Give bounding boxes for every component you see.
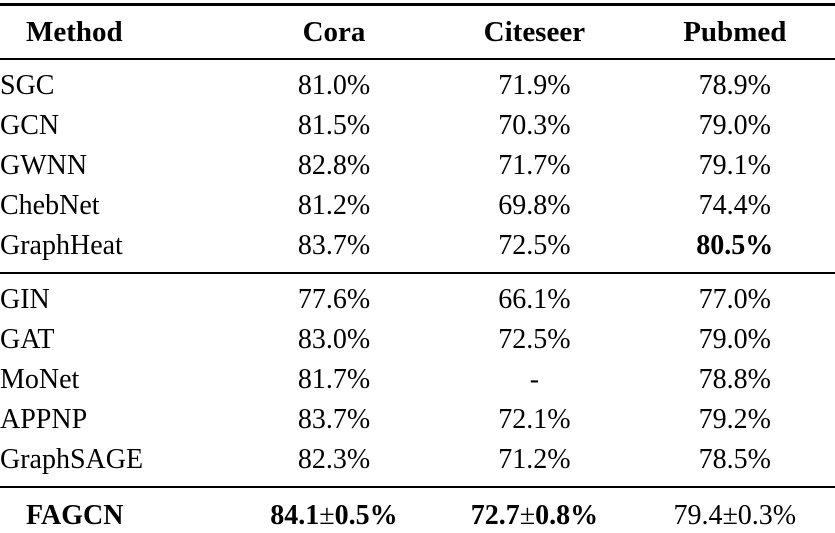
value-cell: 82.8% [297,150,371,181]
value-cell: 77.0% [698,284,771,315]
table-row: SGC 81.0% 71.9% 78.9% [0,59,835,105]
value-cell: 78.5% [698,444,771,475]
value-cell: 82.3% [297,444,371,475]
value-cell: 79.2% [698,404,771,435]
value-cell: 70.3% [498,110,571,141]
method-cell: FAGCN [26,500,124,531]
table-row: APPNP 83.7% 72.1% 79.2% [0,399,835,439]
value-cell: 80.5% [696,230,774,261]
value-cell: 81.5% [297,110,371,141]
value-cell: 83.7% [297,404,371,435]
value-cell: 71.2% [498,444,571,475]
header-row: Method Cora Citeseer Pubmed [0,5,835,59]
value-cell: 72.5% [498,230,571,261]
value-cell: 79.0% [698,324,771,355]
plus-minus-glyph: ± [319,500,335,531]
method-cell: APPNP [0,404,88,435]
value-cell: 69.8% [498,190,571,221]
value-cell: 79.4±0.3% [673,500,797,531]
method-cell: MoNet [0,364,80,395]
table-row: MoNet 81.7% - 78.8% [0,359,835,399]
value-cell: 81.0% [297,70,371,101]
table-row-fagcn: FAGCN 84.1±0.5% 72.7±0.8% 79.4±0.3% [0,487,835,533]
value-cell: 81.2% [297,190,371,221]
table-row: GraphHeat 83.7% 72.5% 80.5% [0,225,835,273]
table-row: GraphSAGE 82.3% 71.2% 78.5% [0,439,835,487]
method-cell: GCN [0,110,60,141]
table-row: GIN 77.6% 66.1% 77.0% [0,273,835,319]
value-cell: 78.8% [698,364,771,395]
value-cell: - [529,364,540,395]
value-cell: 71.7% [498,150,571,181]
value-cell: 66.1% [498,284,571,315]
value-cell: 79.1% [698,150,771,181]
method-cell: SGC [0,70,55,101]
method-cell: GraphHeat [0,230,123,261]
table-row: ChebNet 81.2% 69.8% 74.4% [0,185,835,225]
table-group: SGC 81.0% 71.9% 78.9% GCN 81.5% 70.3% 79.0% GWNN… [0,59,835,273]
value-cell: 81.7% [297,364,371,395]
value-cell: 77.6% [297,284,371,315]
method-cell: GAT [0,324,55,355]
table-row: GWNN 82.8% 71.7% 79.1% [0,145,835,185]
value-cell: 74.4% [698,190,771,221]
method-cell: ChebNet [0,190,100,221]
table-row: GCN 81.5% 70.3% 79.0% [0,105,835,145]
value-cell: 71.9% [498,70,571,101]
table-row: GAT 83.0% 72.5% 79.0% [0,319,835,359]
table-group: GIN 77.6% 66.1% 77.0% GAT 83.0% 72.5% 79.0% MoNe… [0,273,835,487]
value-cell: 79.0% [698,110,771,141]
value-cell: 84.1±0.5% [270,500,398,531]
value-cell: 72.5% [498,324,571,355]
value-cell: 83.0% [297,324,371,355]
method-cell: GWNN [0,150,88,181]
method-cell: GraphSAGE [0,444,144,475]
table-header: Method Cora Citeseer Pubmed [0,5,835,59]
method-cell: GIN [0,284,50,315]
column-header-cora: Cora [302,16,366,48]
value-cell: 78.9% [698,70,771,101]
value-cell: 72.1% [498,404,571,435]
column-header-citeseer: Citeseer [483,16,586,48]
value-cell: 83.7% [297,230,371,261]
value-cell: 72.7±0.8% [470,500,599,531]
column-header-pubmed: Pubmed [683,16,787,48]
column-header-method: Method [26,16,123,48]
plus-minus-glyph: ± [519,500,536,531]
results-table: Method Cora Citeseer Pubmed SGC 81.0% 71.9… [0,3,835,533]
table-footer: FAGCN 84.1±0.5% 72.7±0.8% 79.4±0.3% [0,487,835,533]
